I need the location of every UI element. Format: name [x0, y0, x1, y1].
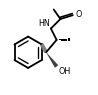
Text: OH: OH	[58, 67, 70, 76]
Polygon shape	[63, 39, 65, 41]
Text: O: O	[75, 10, 82, 19]
Text: HN: HN	[39, 19, 50, 28]
Polygon shape	[61, 39, 63, 41]
Polygon shape	[46, 52, 58, 68]
Polygon shape	[65, 39, 67, 41]
Polygon shape	[68, 38, 70, 41]
